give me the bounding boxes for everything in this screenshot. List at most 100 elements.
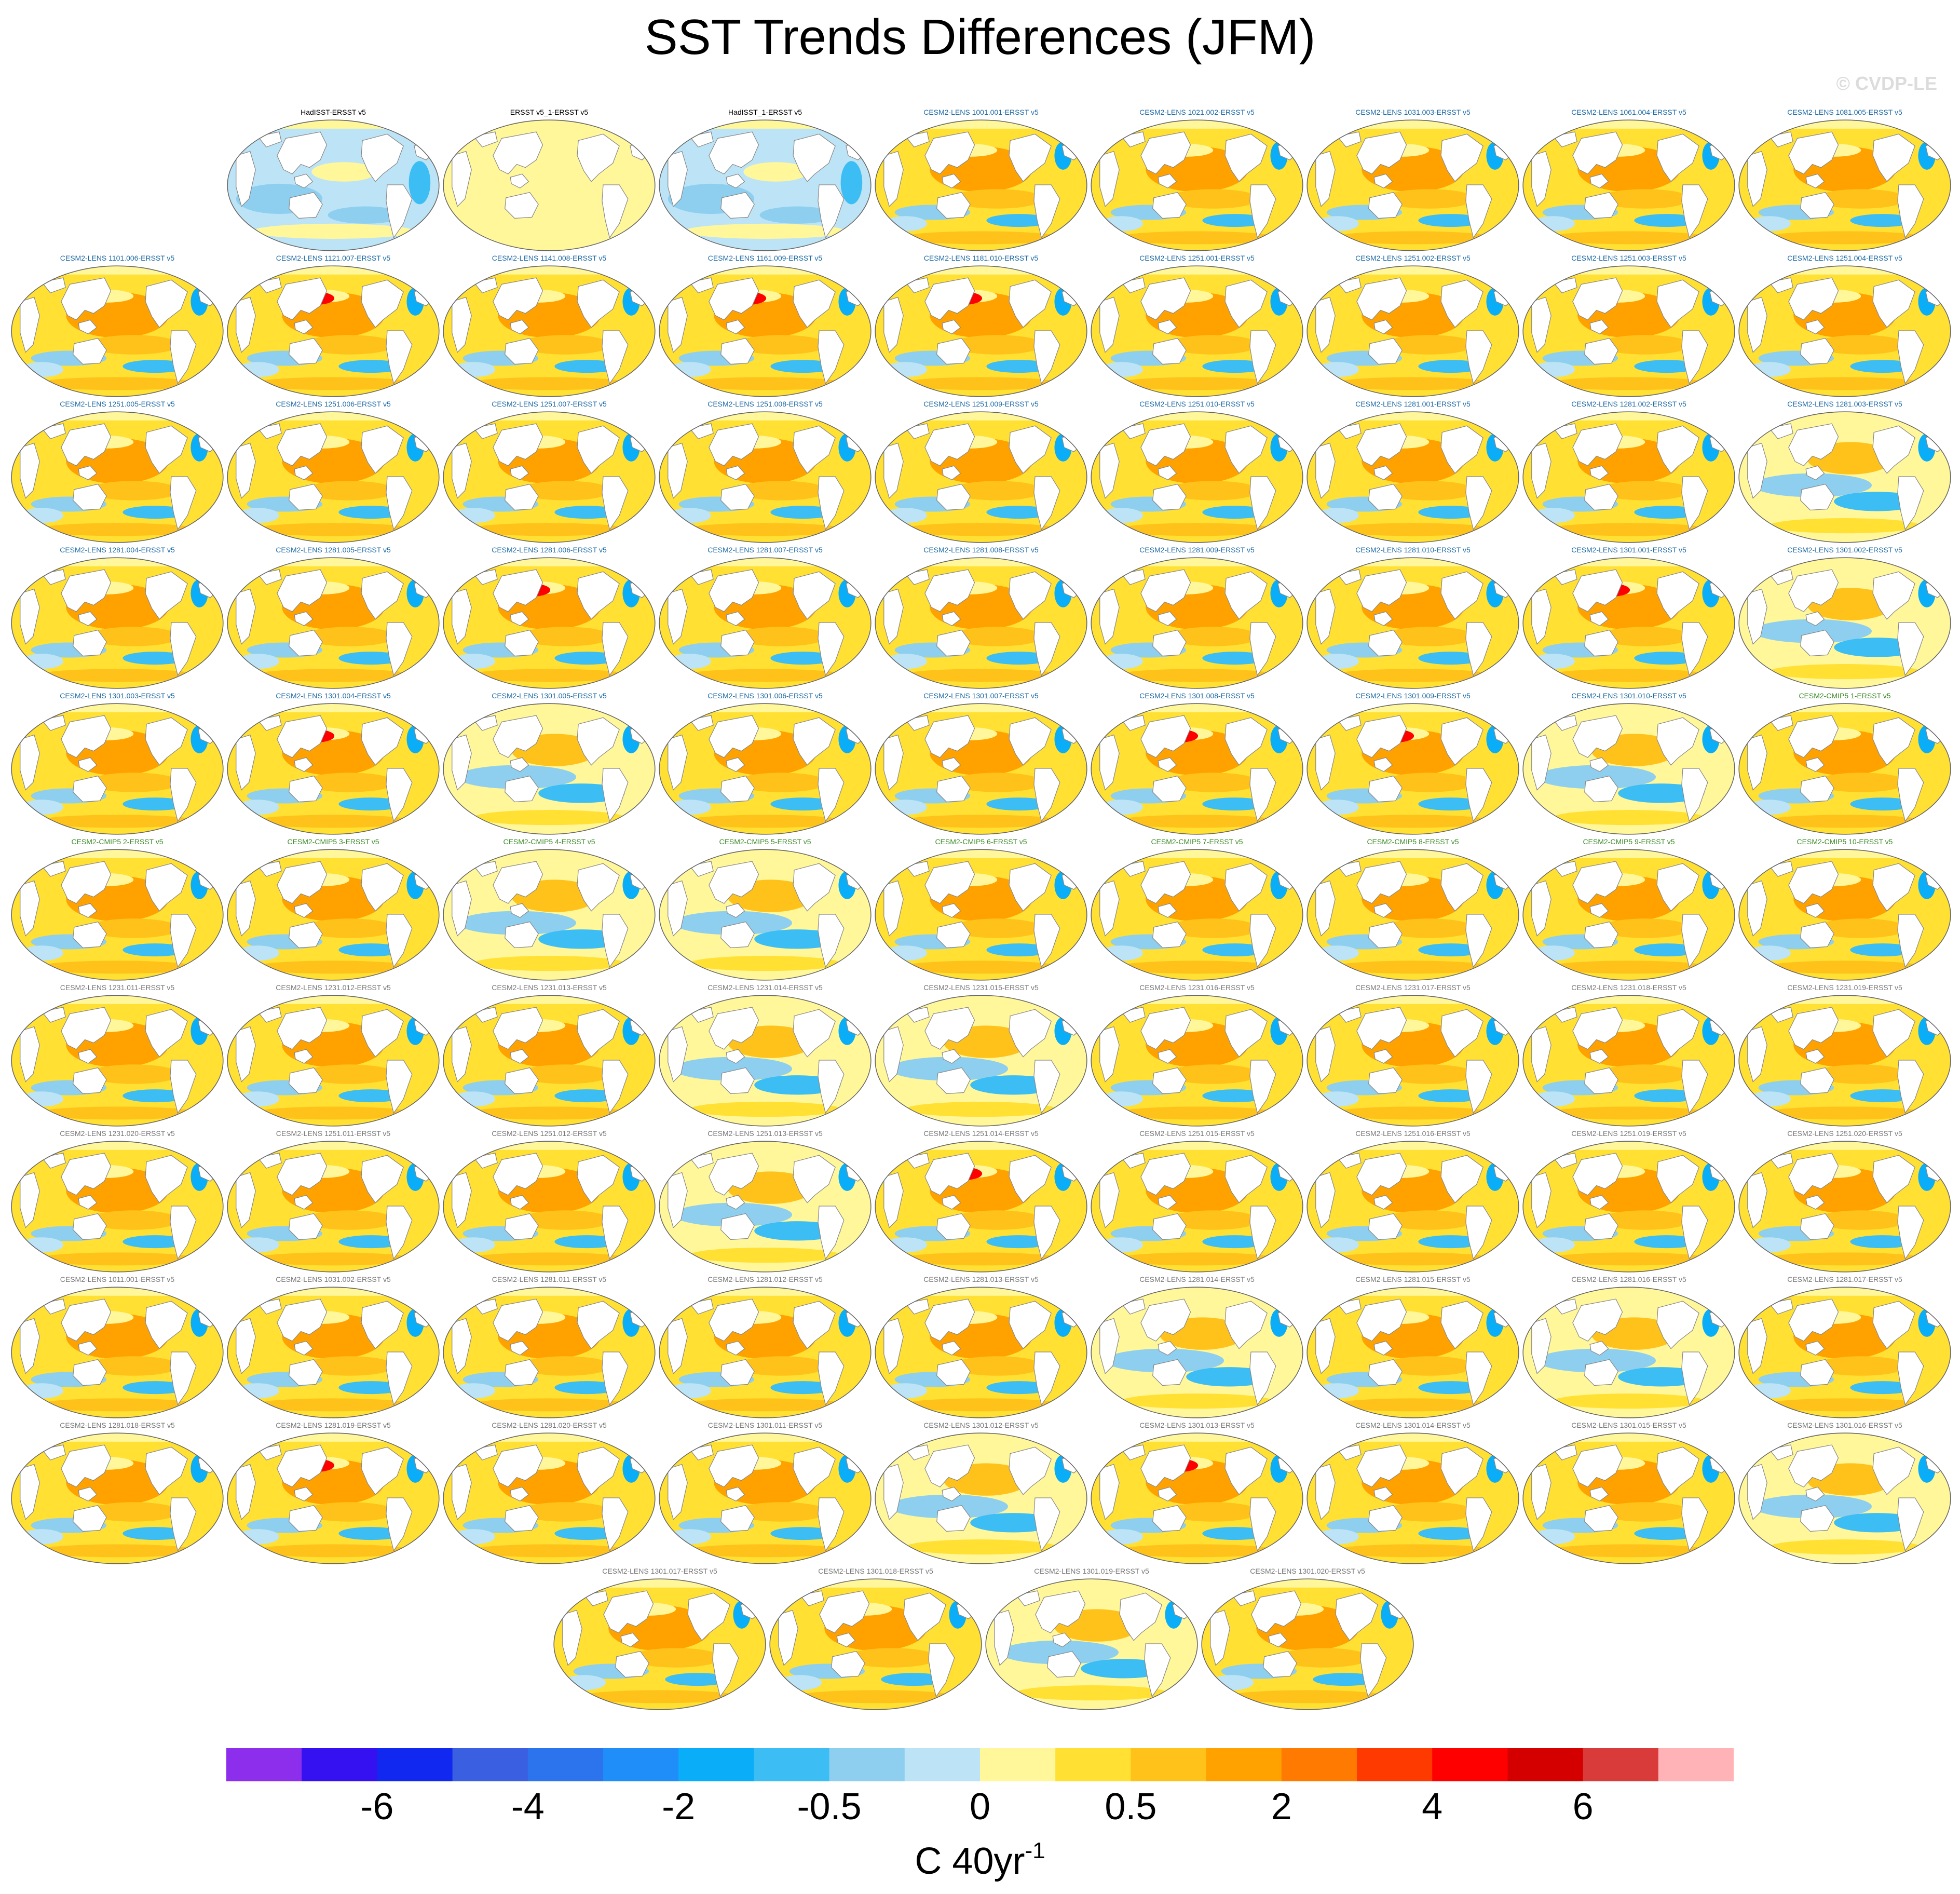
continent [452,880,472,937]
map-panel-title: CESM2-LENS 1251.020-ERSST v5 [1787,1129,1902,1138]
colorbar-swatch [904,1748,981,1781]
trend-anomaly [840,161,863,205]
continent [936,1505,971,1532]
continent [361,717,404,766]
polar-band [659,1433,871,1442]
continent [1589,1049,1609,1064]
trend-anomaly [1815,1356,1907,1376]
map-border [1738,411,1951,543]
polar-band [443,412,655,421]
trend-anomaly [668,1383,711,1399]
continent [709,1444,759,1487]
map-border [659,411,872,543]
trend-anomaly [1099,1237,1143,1253]
map-panel-title: CESM2-LENS 1141.008-ERSST v5 [492,254,607,262]
colorbar-labels: -6 -4 -2 -0.5 0 0.5 2 4 6 [226,1786,1734,1828]
trend-anomaly [1332,1106,1494,1120]
continent [1368,921,1403,949]
map-border [1738,849,1951,981]
continent [1897,622,1924,677]
continent [1335,1592,1378,1641]
continent [510,1486,529,1501]
continent [726,1341,745,1356]
trend-anomaly [1548,1544,1710,1558]
map-border [875,411,1087,543]
map-panel: CESM2-LENS 1031.003-ERSST v5 [1305,106,1521,253]
trend-anomaly [1599,1502,1691,1522]
map-panel: CESM2-LENS 1301.013-ERSST v5 [1089,1419,1305,1566]
trend-anomaly [409,161,431,205]
map-panel-title: ERSST v5_1-ERSST v5 [510,108,589,116]
trend-anomaly [457,911,576,935]
sst-trend-map [659,1432,872,1564]
trend-anomaly [1815,1064,1907,1084]
trend-anomaly [735,335,827,355]
continent [510,611,529,626]
trend-anomaly [778,1675,822,1690]
map-border [1306,995,1519,1127]
map-panel-title: CESM2-LENS 1301.001-ERSST v5 [1571,546,1686,554]
map-panel-title: CESM2-CMIP5 5-ERSST v5 [719,837,811,846]
trend-anomaly [900,960,1062,974]
continent [1531,1172,1551,1228]
trend-anomaly [881,1673,946,1686]
polar-band [227,995,439,1004]
continent [936,483,971,511]
continent [883,1318,904,1374]
trend-anomaly [735,1502,827,1522]
continent [1440,1009,1483,1058]
continent [73,921,107,949]
map-border [1306,119,1519,251]
map-panel-title: CESM2-LENS 1281.016-ERSST v5 [1571,1275,1686,1283]
map-panel-title: CESM2-LENS 1301.003-ERSST v5 [60,692,175,700]
continent [493,423,543,466]
continent [61,1444,112,1487]
continent [1368,1213,1403,1240]
map-border [875,703,1087,835]
sst-trend-map [443,995,656,1127]
map-border [659,265,872,397]
continent [577,1155,620,1203]
map-panel: CESM2-LENS 1301.011-ERSST v5 [657,1419,873,1566]
continent [1584,775,1618,803]
polar-band [11,1141,223,1150]
trend-anomaly [1764,1106,1926,1120]
continent [924,1007,975,1050]
map-panel: CESM2-LENS 1281.019-ERSST v5 [225,1419,441,1566]
trend-anomaly [1332,960,1494,974]
continent [602,476,629,531]
continent [20,734,40,791]
map-border [659,1432,872,1564]
continent [936,775,971,803]
continent [793,1446,836,1495]
trend-anomaly [1116,815,1278,828]
continent [1033,622,1060,677]
continent [236,588,256,645]
continent [170,1351,197,1406]
trend-anomaly [1315,654,1359,669]
trend-anomaly [519,1210,611,1230]
trend-anomaly [236,1237,279,1253]
sst-trend-map [659,411,872,543]
trend-anomaly [673,911,792,935]
colorbar-swatch [603,1748,679,1781]
continent [361,133,404,182]
continent [942,1195,961,1210]
trend-anomaly [303,481,396,500]
trend-anomaly [554,1089,620,1103]
colorbar-tick-label: 0.5 [1105,1786,1157,1828]
continent [20,296,40,353]
sst-trend-map [1738,411,1951,543]
map-panel: CESM2-LENS 1251.010-ERSST v5 [1089,398,1305,545]
trend-anomaly [1531,1529,1575,1545]
map-panel: ERSST v5_1-ERSST v5 [441,106,657,253]
map-border [11,557,224,689]
continent [361,863,404,912]
polar-band [1523,412,1735,421]
map-panel-title: CESM2-LENS 1301.016-ERSST v5 [1787,1421,1902,1429]
trend-anomaly [1116,669,1278,682]
map-panel-title: CESM2-CMIP5 3-ERSST v5 [287,837,379,846]
continent [61,1153,112,1196]
polar-band [1523,995,1735,1004]
continent [289,1213,323,1240]
